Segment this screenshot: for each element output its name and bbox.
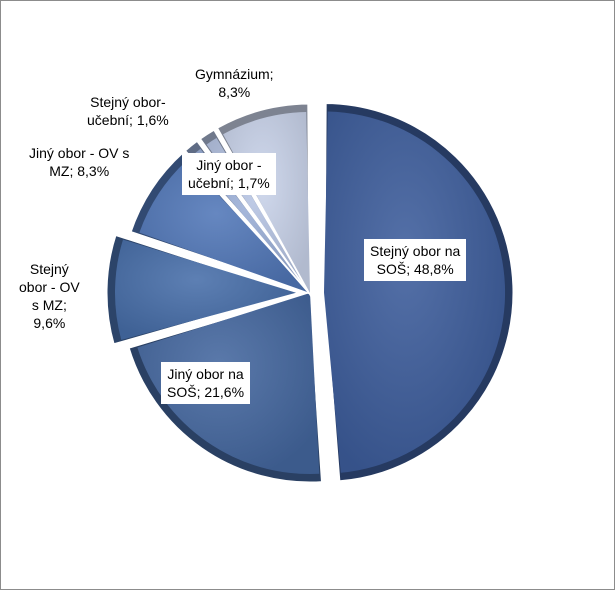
slice-label-gymnazium: Gymnázium; 8,3% <box>195 66 274 100</box>
slice-label-stejny-obor-na-sos: Stejný obor na SOŠ; 48,8% <box>364 239 467 281</box>
pie-slice-gloss <box>323 111 506 473</box>
pie-slice-stejny-obor-ov-s-mz <box>104 232 302 347</box>
pie-slice-gloss <box>115 239 297 340</box>
slice-label-jiny-obor-ov-s-mz: Jiný obor - OV s MZ; 8,3% <box>29 145 130 179</box>
slice-label-stejny-obor-ov-s-mz: Stejný obor - OV s MZ; 9,6% <box>19 261 80 331</box>
slice-label-stejny-obor-ucebni: Stejný obor- učební; 1,6% <box>87 94 169 128</box>
pie-slice-stejny-obor-na-sos <box>322 100 516 484</box>
slice-label-jiny-obor-ucebni: Jiný obor - učební; 1,7% <box>182 153 276 195</box>
slice-label-jiny-obor-na-sos: Jiný obor na SOŠ; 21,6% <box>161 362 251 404</box>
